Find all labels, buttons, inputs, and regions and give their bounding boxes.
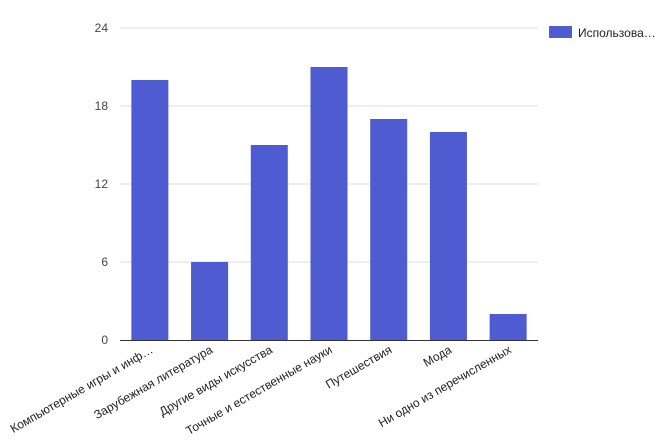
bar[interactable] — [429, 132, 467, 340]
y-tick-label: 18 — [95, 99, 109, 113]
bar[interactable] — [489, 314, 527, 340]
bar[interactable] — [131, 80, 169, 340]
legend-label: Использова… — [578, 26, 656, 40]
bar[interactable] — [310, 67, 348, 340]
y-tick-label: 24 — [95, 21, 109, 35]
x-tick-label: Путешествия — [323, 342, 394, 391]
y-tick-label: 6 — [101, 255, 108, 269]
bar[interactable] — [370, 119, 408, 340]
legend-swatch — [549, 26, 572, 38]
legend[interactable]: Использова… — [549, 26, 656, 40]
bar[interactable] — [191, 262, 229, 340]
y-tick-label: 0 — [101, 333, 108, 347]
bars — [131, 67, 527, 340]
bar[interactable] — [250, 145, 288, 340]
x-tick-label: Мода — [421, 342, 454, 369]
y-tick-label: 12 — [95, 177, 109, 191]
